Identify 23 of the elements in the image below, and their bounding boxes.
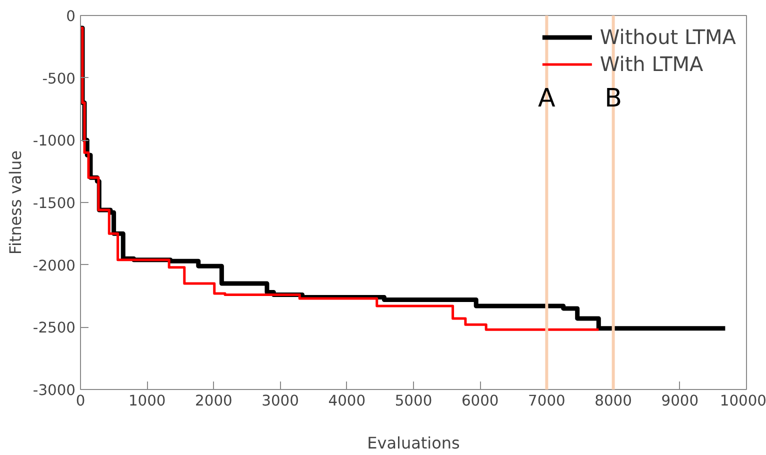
- y-axis-title: Fitness value: [6, 150, 25, 255]
- y-tick-label: -1000: [32, 132, 76, 150]
- ref-line-label: A: [538, 82, 556, 113]
- x-tick-label: 10000: [720, 392, 766, 410]
- x-tick-label: 7000: [528, 392, 566, 410]
- y-tick-label: -3000: [32, 382, 76, 399]
- y-tick-label: -2000: [32, 257, 76, 274]
- x-axis-title: Evaluations: [367, 434, 460, 452]
- x-tick-label: 3000: [262, 392, 299, 410]
- x-tick-label: 4000: [328, 392, 366, 410]
- y-tick-label: 0: [66, 8, 76, 25]
- x-tick-label: 8000: [594, 392, 632, 410]
- x-tick-label: 2000: [195, 392, 232, 410]
- ref-line-label: B: [604, 82, 622, 113]
- y-tick-label: -500: [42, 70, 76, 88]
- y-tick-label: -1500: [32, 195, 76, 212]
- legend-label: With LTMA: [600, 52, 704, 76]
- legend-label: Without LTMA: [600, 25, 736, 49]
- x-tick-label: 6000: [461, 392, 499, 410]
- y-tick-label: -2500: [32, 320, 76, 337]
- x-tick-label: 1000: [128, 392, 166, 410]
- x-tick-label: 5000: [394, 392, 432, 410]
- x-tick-label: 9000: [661, 392, 699, 410]
